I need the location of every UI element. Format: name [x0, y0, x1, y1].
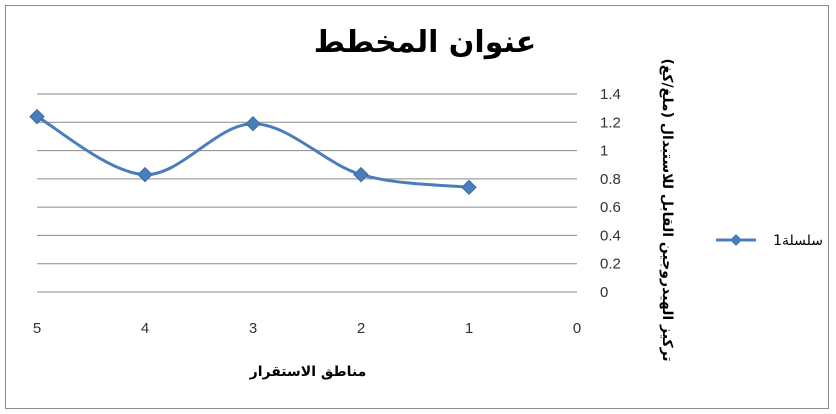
x-tick-label: 0 [573, 320, 581, 337]
y-tick-label: 1 [600, 143, 608, 160]
legend: سلسلة1 [716, 233, 823, 249]
y-tick-label: 1.4 [600, 86, 621, 103]
x-tick-label: 3 [249, 320, 257, 337]
y-tick-label: 0.6 [600, 199, 621, 216]
data-point-marker [245, 115, 261, 132]
y-axis-ticks: 1.4 1.2 1 0.8 0.6 0.4 0.2 0 [600, 86, 621, 301]
y-tick-label: 0 [600, 284, 608, 301]
x-tick-label: 5 [33, 320, 41, 337]
plot-series [29, 108, 477, 196]
x-axis-title: مناطق الاستقرار [249, 364, 367, 380]
x-axis-ticks: 5 4 3 2 1 0 [33, 320, 581, 337]
x-tick-label: 1 [465, 320, 473, 337]
data-point-marker [461, 179, 477, 196]
gridlines [37, 93, 577, 293]
data-point-marker [29, 108, 45, 125]
legend-label: سلسلة1 [773, 233, 823, 249]
y-axis-title: تركيز الهيدروجين القابل للاستبدال (ملغ/ك… [659, 58, 675, 361]
chart-title: عنوان المخطط [314, 25, 537, 60]
x-tick-label: 4 [141, 320, 149, 337]
x-tick-label: 2 [357, 320, 365, 337]
data-point-marker [353, 166, 369, 183]
y-tick-label: 0.8 [600, 171, 621, 188]
data-point-marker [137, 166, 153, 183]
y-tick-label: 1.2 [600, 114, 621, 131]
y-tick-label: 0.2 [600, 256, 621, 273]
y-tick-label: 0.4 [600, 227, 621, 244]
legend-marker-icon [730, 234, 742, 246]
